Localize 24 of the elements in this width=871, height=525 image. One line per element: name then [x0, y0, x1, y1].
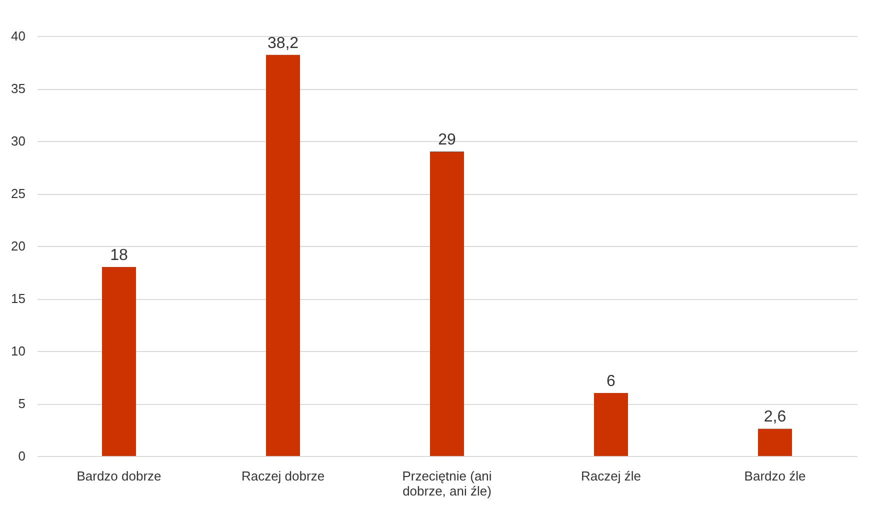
y-tick-label: 40: [11, 28, 26, 44]
data-label: 2,6: [764, 408, 786, 426]
y-tick-label: 20: [11, 238, 26, 254]
y-tick-label: 25: [11, 186, 26, 201]
y-tick-label: 5: [18, 396, 26, 411]
x-tick-label: Przeciętnie (ani dobrze, ani źle): [402, 468, 492, 498]
bar: [758, 428, 792, 456]
y-tick-label: 0: [18, 448, 26, 464]
y-tick-label: 30: [11, 134, 26, 148]
bar: [102, 267, 136, 456]
y-tick-label: 15: [11, 291, 26, 306]
data-label: 18: [110, 247, 128, 264]
x-tick-label: Raczej źle: [581, 468, 641, 484]
data-label: 38,2: [267, 34, 299, 52]
y-tick-label: 10: [11, 344, 26, 358]
x-tick-label: Raczej dobrze: [241, 468, 325, 484]
x-tick-label: Bardzo źle: [744, 468, 806, 484]
bar: [594, 393, 628, 456]
bar: [430, 152, 464, 456]
y-tick-label: 35: [11, 81, 26, 96]
data-label: 6: [606, 373, 616, 390]
bar: [266, 54, 300, 456]
x-tick-label: Bardzo dobrze: [76, 468, 162, 484]
data-label: 29: [438, 132, 456, 148]
